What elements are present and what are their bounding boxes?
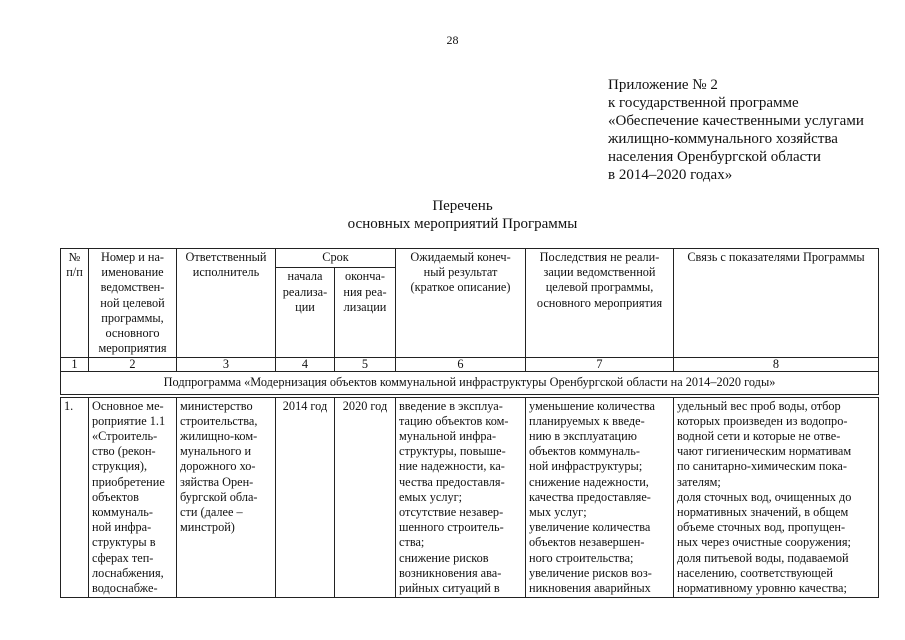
- column-numbers-row: 1 2 3 4 5 6 7 8: [60, 357, 879, 373]
- row-no: 1.: [60, 396, 89, 599]
- column-number: 2: [88, 357, 177, 373]
- row-end: 2020 год: [334, 396, 396, 599]
- appendix-heading: Приложение № 2 к государственной програм…: [608, 77, 864, 183]
- row-start: 2014 год: [275, 396, 335, 599]
- header-start: начала реализа- ции: [275, 267, 335, 359]
- column-number: 3: [176, 357, 276, 373]
- row-consequences: уменьшение количества планируемых к введ…: [525, 396, 674, 599]
- subprogram-row: Подпрограмма «Модернизация объектов комм…: [60, 371, 879, 395]
- document-title: Перечень основных мероприятий Программы: [347, 198, 578, 232]
- column-number: 1: [60, 357, 89, 373]
- row-executor: министерство строительства, жилищно-ком-…: [176, 396, 276, 599]
- header-term: Срок: [275, 247, 396, 269]
- header-end: оконча- ния реа- лизации: [334, 267, 396, 359]
- header-result: Ожидаемый конеч- ный результат (краткое …: [395, 247, 526, 359]
- table-row: 1. Основное ме- роприятие 1.1 «Строитель…: [60, 396, 879, 599]
- header-consequences: Последствия не реали- зации ведомственно…: [525, 247, 674, 359]
- column-number: 7: [525, 357, 674, 373]
- header-row: № п/п Номер и на- именование ведомствен-…: [60, 247, 879, 359]
- header-no: № п/п: [60, 247, 89, 359]
- column-number: 5: [334, 357, 396, 373]
- subprogram-title: Подпрограмма «Модернизация объектов комм…: [60, 371, 879, 395]
- column-number: 4: [275, 357, 335, 373]
- column-number: 8: [673, 357, 879, 373]
- measures-table: № п/п Номер и на- именование ведомствен-…: [60, 247, 879, 599]
- header-executor: Ответственный исполнитель: [176, 247, 276, 359]
- row-name: Основное ме- роприятие 1.1 «Строитель- с…: [88, 396, 177, 599]
- header-indicators: Связь с показателями Программы: [673, 247, 879, 359]
- header-name: Номер и на- именование ведомствен- ной ц…: [88, 247, 177, 359]
- page-number: 28: [446, 33, 459, 47]
- column-number: 6: [395, 357, 526, 373]
- row-indicators: удельный вес проб воды, отбор которых пр…: [673, 396, 879, 599]
- row-result: введение в эксплуа- тацию объектов ком- …: [395, 396, 526, 599]
